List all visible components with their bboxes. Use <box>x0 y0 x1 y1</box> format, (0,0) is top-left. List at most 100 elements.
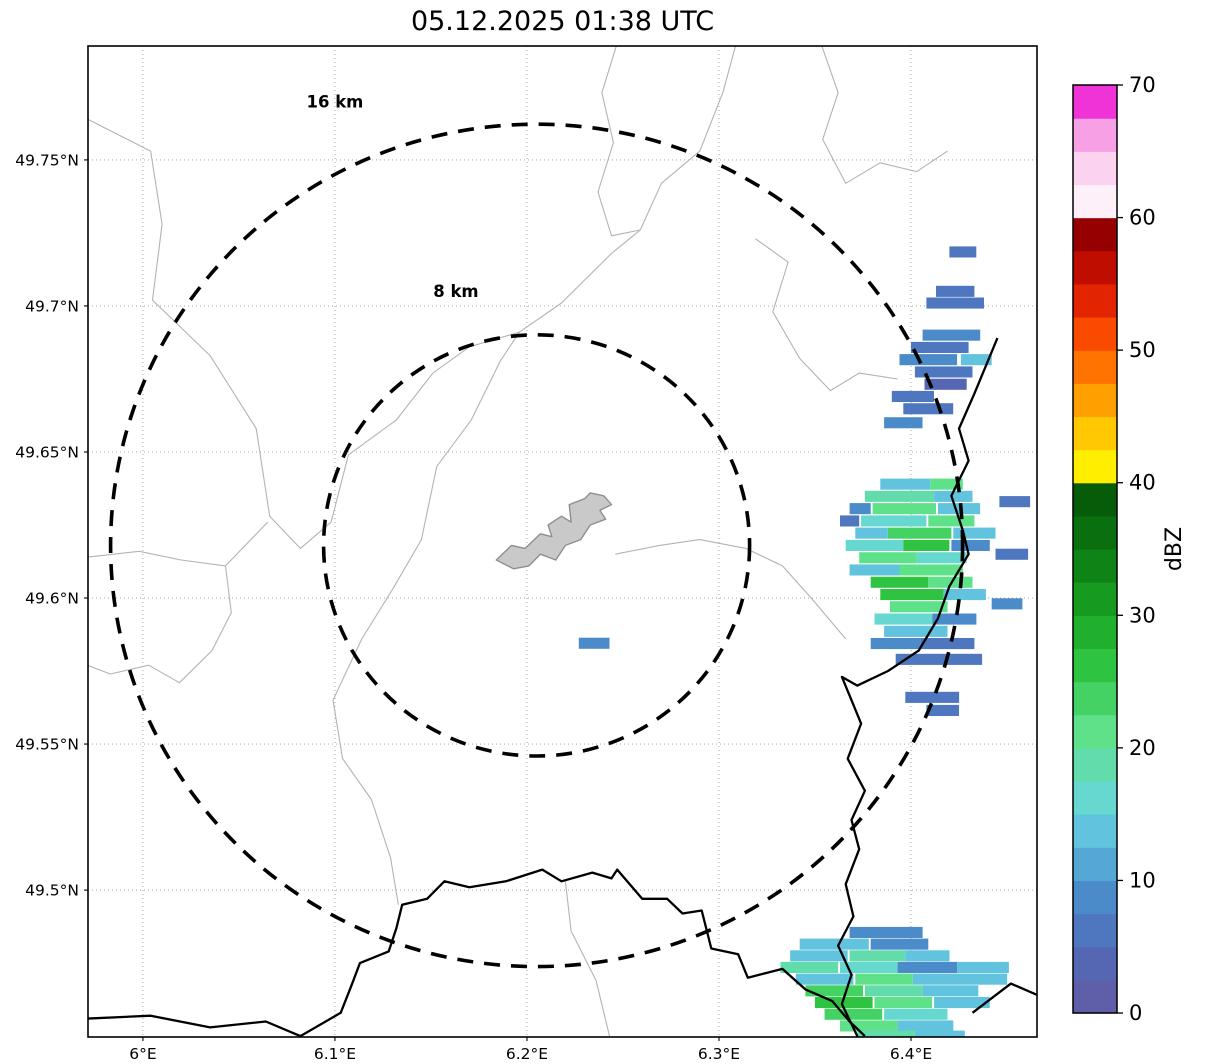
radar-cell <box>903 539 950 551</box>
colorbar-segment <box>1073 151 1117 186</box>
axis-ticks <box>84 159 912 1041</box>
colorbar-segment <box>1073 449 1117 484</box>
colorbar-segment <box>1073 814 1117 848</box>
colorbar-segment <box>1073 85 1117 119</box>
range-ring <box>321 333 752 758</box>
colorbar-segment <box>1073 250 1117 285</box>
colorbar-segment <box>1073 648 1117 683</box>
colorbar-segment <box>1073 217 1117 252</box>
radar-cell <box>880 589 944 601</box>
radar-cell <box>870 576 929 588</box>
colorbar-segment <box>1073 515 1117 550</box>
country-border-line <box>88 868 866 1037</box>
radar-cell <box>949 246 977 258</box>
colorbar-segment <box>1073 747 1117 782</box>
admin-border-line <box>597 46 641 237</box>
range-ring <box>108 122 965 969</box>
colorbar-segment <box>1073 913 1117 948</box>
radar-cell <box>914 366 973 378</box>
radar-cell <box>799 938 869 950</box>
y-tick-label: 49.55°N <box>15 736 79 754</box>
radar-cell <box>840 1020 898 1032</box>
admin-border-line <box>332 331 520 905</box>
radar-cell <box>891 390 934 402</box>
country-border-line <box>836 337 999 1037</box>
colorbar-segment <box>1073 714 1117 749</box>
radar-cell <box>864 985 923 997</box>
radar-cell <box>889 601 948 613</box>
radar-cell <box>903 403 954 415</box>
colorbar-segment <box>1073 184 1117 219</box>
radar-cell <box>849 503 871 515</box>
y-tick-label: 49.6°N <box>25 590 79 608</box>
admin-border-line <box>88 46 737 549</box>
radar-cell <box>895 653 983 665</box>
plot-frame <box>87 45 1038 1038</box>
colorbar-segment <box>1073 979 1117 1014</box>
colorbar: 0 10 20 30 40 50 60 70 dBZ <box>1072 73 1187 1025</box>
radar-cell <box>780 961 839 973</box>
country-border-line <box>971 982 1037 1014</box>
radar-cell <box>922 985 979 997</box>
range-ring-label: 16 km <box>307 92 364 111</box>
colorbar-tick-label: 0 <box>1129 1001 1142 1025</box>
figure-title: 05.12.2025 01:38 UTC <box>410 6 715 37</box>
city-outline <box>495 492 613 570</box>
colorbar-segment <box>1073 681 1117 716</box>
y-tick-label: 49.65°N <box>15 443 79 461</box>
colorbar-segment <box>1073 781 1117 815</box>
x-tick-label: 6.3°E <box>698 1045 740 1063</box>
colorbar-tick-label: 30 <box>1129 603 1156 627</box>
colorbar-tick-label: 70 <box>1129 73 1156 97</box>
radar-cell <box>899 564 963 576</box>
radar-cell <box>930 478 963 490</box>
radar-cell <box>884 1008 948 1020</box>
radar-cell <box>849 926 923 938</box>
radar-cell <box>897 1020 954 1032</box>
radar-cell <box>957 961 1009 973</box>
radar-cell <box>928 576 973 588</box>
admin-border-line <box>821 46 948 184</box>
radar-cell <box>874 613 933 625</box>
radar-cell <box>916 552 967 564</box>
radar-cell <box>849 950 906 962</box>
radar-cell <box>911 341 969 353</box>
range-ring-labels: 16 km 8 km <box>307 92 479 301</box>
radar-cell <box>951 539 990 551</box>
radar-cell <box>840 515 860 527</box>
radar-cell <box>884 625 948 637</box>
radar-cell <box>920 638 975 650</box>
y-tick-label: 49.7°N <box>25 297 79 315</box>
radar-cell <box>943 589 986 601</box>
radar-cell <box>872 503 936 515</box>
radar-cell <box>884 417 923 429</box>
range-rings <box>108 122 965 969</box>
colorbar-segment <box>1073 549 1117 583</box>
y-tick-label: 49.5°N <box>25 882 79 900</box>
colorbar-segment <box>1073 482 1117 517</box>
colorbar-segment <box>1073 317 1117 351</box>
colorbar-segment <box>1073 350 1117 384</box>
radar-cell <box>897 961 958 973</box>
radar-cell <box>888 527 952 539</box>
radar-cell <box>926 297 984 309</box>
radar-cell <box>899 354 958 366</box>
radar-cell <box>864 490 934 502</box>
radar-cells <box>578 246 1031 1037</box>
colorbar-segment <box>1073 383 1117 418</box>
radar-cell <box>870 938 929 950</box>
x-tick-label: 6.4°E <box>890 1045 932 1063</box>
colorbar-tick-label: 20 <box>1129 736 1156 760</box>
colorbar-tick-label: 60 <box>1129 206 1156 230</box>
admin-border-line <box>755 238 898 392</box>
colorbar-segment <box>1073 880 1117 915</box>
admin-border-line <box>564 881 611 1037</box>
colorbar-segment <box>1073 946 1117 981</box>
colorbar-segment <box>1073 582 1117 616</box>
admin-border-line <box>88 521 269 567</box>
radar-cell <box>855 973 913 985</box>
radar-cell <box>845 539 904 551</box>
radar-cell <box>928 515 975 527</box>
